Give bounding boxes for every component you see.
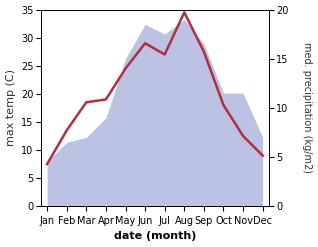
Y-axis label: max temp (C): max temp (C) (5, 69, 16, 146)
X-axis label: date (month): date (month) (114, 231, 196, 242)
Y-axis label: med. precipitation (kg/m2): med. precipitation (kg/m2) (302, 42, 313, 173)
